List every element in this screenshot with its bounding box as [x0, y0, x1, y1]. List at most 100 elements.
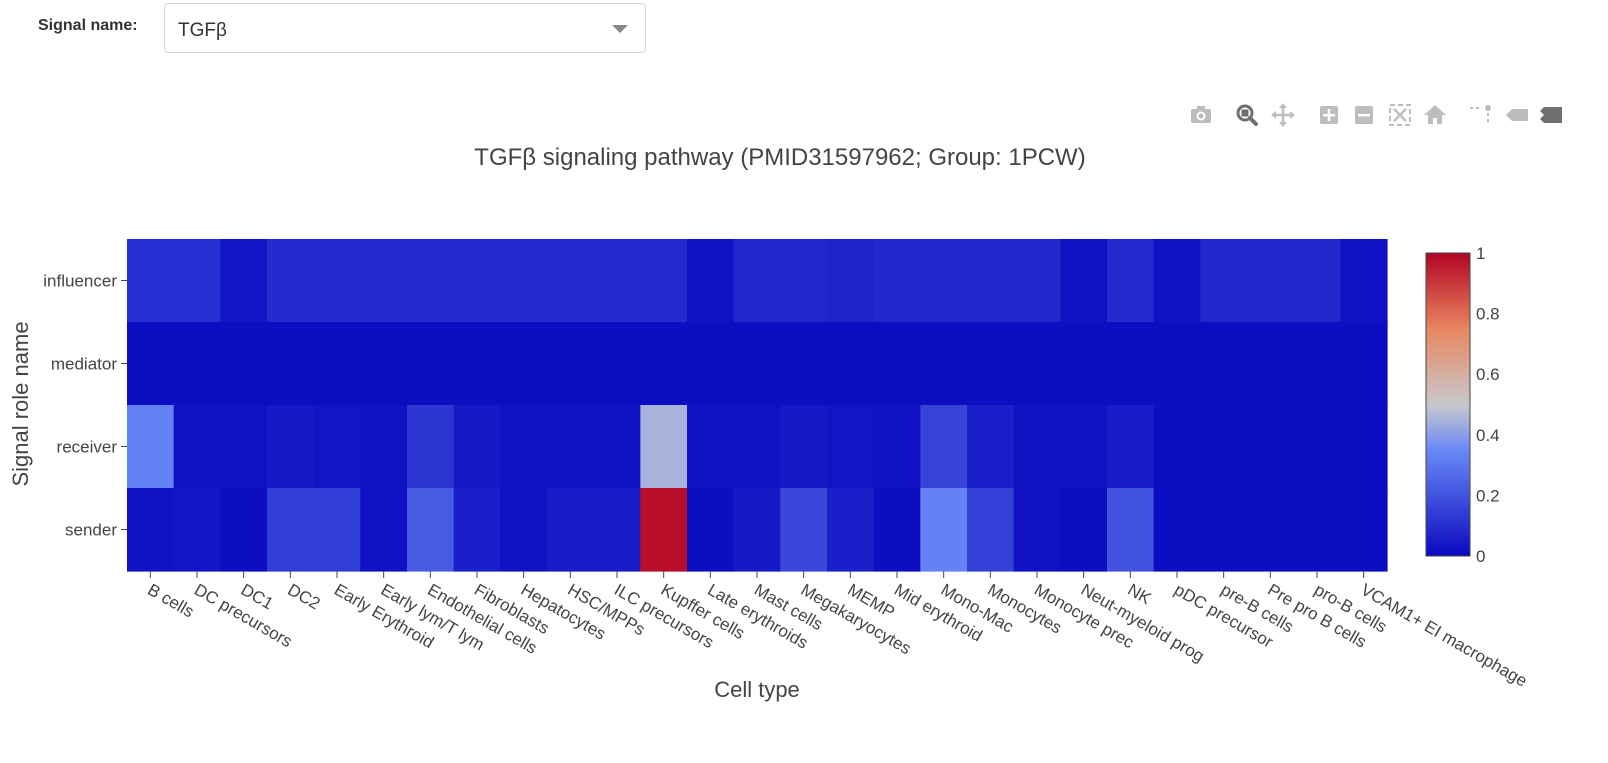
heatmap-cell	[593, 405, 641, 489]
signal-name-value: TGFβ	[178, 20, 227, 41]
heatmap-cell	[780, 488, 828, 572]
heatmap-cell	[453, 488, 501, 572]
heatmap-cell	[173, 322, 221, 406]
colorbar-tick-label: 0.4	[1476, 426, 1500, 445]
autoscale-icon[interactable]	[1385, 100, 1415, 130]
signal-name-dropdown[interactable]: TGFβ	[164, 3, 646, 53]
heatmap-cell	[453, 405, 501, 489]
zoom-out-icon[interactable]	[1349, 100, 1379, 130]
heatmap-cell	[733, 239, 781, 323]
heatmap-cell	[407, 322, 455, 406]
heatmap-cell	[780, 405, 828, 489]
heatmap-cell	[220, 322, 268, 406]
y-axis-title: Signal role name	[8, 321, 33, 486]
x-tick-label: VCAM1+ EI macrophage	[1358, 580, 1531, 691]
heatmap-cell	[1293, 405, 1341, 489]
heatmap-cell	[873, 488, 921, 572]
chart-modebar	[1184, 100, 1608, 132]
heatmap-cell	[360, 405, 408, 489]
heatmap-cell	[1153, 239, 1201, 323]
heatmap-cell	[687, 488, 735, 572]
heatmap-cell	[173, 405, 221, 489]
pan-icon[interactable]	[1268, 100, 1298, 130]
camera-icon[interactable]	[1186, 100, 1216, 130]
heatmap-cell	[220, 405, 268, 489]
heatmap-cell	[500, 405, 548, 489]
heatmap-cell	[967, 322, 1015, 406]
heatmap-cell	[1060, 405, 1108, 489]
heatmap-cell	[1340, 405, 1388, 489]
colorbar	[1425, 252, 1471, 557]
colorbar-tick-label: 0	[1476, 547, 1485, 566]
heatmap-cell	[220, 239, 268, 323]
heatmap-cell	[873, 239, 921, 323]
heatmap-cell	[1013, 239, 1061, 323]
heatmap-cell	[1060, 322, 1108, 406]
heatmap-cell	[873, 322, 921, 406]
y-tick-label: influencer	[43, 272, 117, 291]
heatmap-cell	[967, 239, 1015, 323]
heatmap-cell	[407, 488, 455, 572]
heatmap-cell	[873, 405, 921, 489]
heatmap-cell	[920, 239, 968, 323]
heatmap-cell	[1247, 239, 1295, 323]
heatmap-cell	[1293, 322, 1341, 406]
heatmap-cell	[1107, 322, 1155, 406]
heatmap-cell	[407, 239, 455, 323]
heatmap-cell	[1060, 488, 1108, 572]
heatmap-cell	[173, 239, 221, 323]
heatmap-cell	[1060, 239, 1108, 323]
heatmap-cell	[127, 322, 175, 406]
heatmap-cell	[500, 239, 548, 323]
heatmap-cell	[1107, 239, 1155, 323]
hover-closest-icon[interactable]	[1502, 100, 1532, 130]
chevron-down-icon[interactable]	[612, 25, 628, 33]
hover-compare-icon[interactable]	[1536, 100, 1566, 130]
heatmap-cell	[267, 405, 315, 489]
heatmap-cell	[267, 322, 315, 406]
heatmap-cell	[780, 239, 828, 323]
y-tick-label: mediator	[51, 355, 117, 374]
heatmap-cell	[547, 322, 595, 406]
heatmap-cell	[640, 239, 688, 323]
heatmap-cell	[1293, 488, 1341, 572]
colorbar-tick-label: 0.2	[1476, 486, 1500, 505]
heatmap-cell	[780, 322, 828, 406]
colorbar-ticks: 0 0.2 0.4 0.6 0.8 1	[1476, 244, 1500, 566]
heatmap-cell	[500, 488, 548, 572]
heatmap-cell	[827, 322, 875, 406]
zoom-in-icon[interactable]	[1314, 100, 1344, 130]
heatmap-cell	[360, 239, 408, 323]
heatmap-cell	[687, 405, 735, 489]
heatmap-cell	[593, 322, 641, 406]
heatmap-cell	[500, 322, 548, 406]
zoom-icon[interactable]	[1232, 100, 1262, 130]
spike-lines-icon[interactable]	[1466, 100, 1496, 130]
x-tick-label: B cells	[144, 580, 197, 621]
heatmap-cell	[453, 239, 501, 323]
heatmap-cell	[920, 322, 968, 406]
y-tick-label: sender	[65, 521, 117, 540]
y-axis: influencer mediator receiver sender	[43, 272, 127, 540]
heatmap-cell	[1340, 488, 1388, 572]
heatmap-cell	[1107, 488, 1155, 572]
chart-title: TGFβ signaling pathway (PMID31597962; Gr…	[474, 144, 1085, 171]
heatmap-cell	[1013, 322, 1061, 406]
heatmap-cell	[1293, 239, 1341, 323]
heatmap-cell	[547, 405, 595, 489]
heatmap-cell	[1200, 322, 1248, 406]
reset-axes-icon[interactable]	[1420, 100, 1450, 130]
heatmap-cell	[1200, 405, 1248, 489]
heatmap-cell	[967, 488, 1015, 572]
heatmap-cell	[827, 405, 875, 489]
heatmap-cell	[1247, 405, 1295, 489]
heatmap-cell	[1247, 322, 1295, 406]
heatmap-cell	[127, 405, 175, 489]
heatmap-cell	[1107, 405, 1155, 489]
colorbar-tick-label: 0.6	[1476, 365, 1500, 384]
heatmap-cell	[640, 322, 688, 406]
heatmap-cell	[407, 405, 455, 489]
y-tick-label: receiver	[57, 438, 118, 457]
